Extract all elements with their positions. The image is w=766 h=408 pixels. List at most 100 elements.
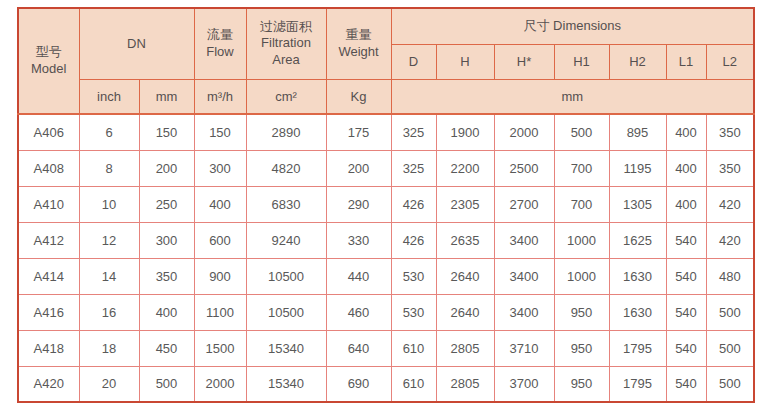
cell-dim-h: 2805: [436, 330, 494, 366]
cell-dim-h1: 1000: [554, 222, 609, 258]
cell-flow: 1100: [194, 294, 246, 330]
header-flow: 流量 Flow: [194, 8, 246, 79]
header-model: 型号 Model: [18, 8, 79, 114]
header-filtration-en-1: Filtration: [247, 35, 326, 52]
cell-dim-d: 426: [391, 186, 436, 222]
unit-mm: mm: [139, 79, 194, 114]
cell-dn-mm: 500: [139, 366, 194, 402]
table-header: 型号 Model DN 流量 Flow 过滤面积 Filtration Area…: [18, 8, 754, 114]
table-row: A416 16 400 1100 10500 460 530 2640 3400…: [18, 294, 754, 330]
cell-model: A410: [18, 186, 79, 222]
cell-weight: 290: [326, 186, 391, 222]
cell-dim-l2: 500: [706, 366, 754, 402]
cell-dim-h: 2640: [436, 294, 494, 330]
cell-dn-mm: 350: [139, 258, 194, 294]
header-weight-zh: 重量: [327, 27, 391, 44]
cell-dim-h1: 500: [554, 114, 609, 150]
table-row: A418 18 450 1500 15340 640 610 2805 3710…: [18, 330, 754, 366]
cell-dim-hstar: 2700: [494, 186, 554, 222]
cell-dim-l1: 540: [666, 330, 706, 366]
cell-dim-hstar: 3400: [494, 222, 554, 258]
cell-dn-mm: 150: [139, 114, 194, 150]
cell-model: A420: [18, 366, 79, 402]
cell-dim-h2: 1795: [609, 330, 666, 366]
cell-dim-h: 1900: [436, 114, 494, 150]
cell-model: A408: [18, 150, 79, 186]
cell-model: A416: [18, 294, 79, 330]
cell-weight: 200: [326, 150, 391, 186]
cell-dim-d: 325: [391, 114, 436, 150]
cell-area: 9240: [246, 222, 326, 258]
header-model-en: Model: [19, 61, 79, 78]
cell-dim-h1: 1000: [554, 258, 609, 294]
cell-dim-d: 426: [391, 222, 436, 258]
cell-dn-inch: 20: [79, 366, 139, 402]
cell-flow: 900: [194, 258, 246, 294]
unit-area: cm²: [246, 79, 326, 114]
cell-dim-d: 610: [391, 330, 436, 366]
cell-area: 4820: [246, 150, 326, 186]
cell-area: 6830: [246, 186, 326, 222]
cell-dim-h: 2305: [436, 186, 494, 222]
cell-dim-h: 2640: [436, 258, 494, 294]
cell-weight: 440: [326, 258, 391, 294]
cell-dim-h2: 895: [609, 114, 666, 150]
cell-weight: 640: [326, 330, 391, 366]
header-dim-d: D: [391, 44, 436, 79]
cell-dim-d: 530: [391, 294, 436, 330]
header-flow-zh: 流量: [195, 27, 246, 44]
table-row: A412 12 300 600 9240 330 426 2635 3400 1…: [18, 222, 754, 258]
cell-dim-hstar: 2500: [494, 150, 554, 186]
header-dim-l2: L2: [706, 44, 754, 79]
cell-dn-inch: 14: [79, 258, 139, 294]
cell-dn-inch: 10: [79, 186, 139, 222]
table-row: A420 20 500 2000 15340 690 610 2805 3700…: [18, 366, 754, 402]
cell-dn-mm: 250: [139, 186, 194, 222]
cell-dim-l2: 500: [706, 294, 754, 330]
cell-dim-h1: 700: [554, 186, 609, 222]
cell-dim-hstar: 3710: [494, 330, 554, 366]
cell-area: 10500: [246, 258, 326, 294]
header-filtration-zh: 过滤面积: [247, 19, 326, 36]
header-dim-h2: H2: [609, 44, 666, 79]
cell-model: A414: [18, 258, 79, 294]
cell-area: 15340: [246, 366, 326, 402]
spec-table-container: 型号 Model DN 流量 Flow 过滤面积 Filtration Area…: [17, 7, 755, 403]
cell-dim-l2: 420: [706, 222, 754, 258]
cell-dim-hstar: 3400: [494, 294, 554, 330]
cell-model: A412: [18, 222, 79, 258]
cell-dim-l2: 480: [706, 258, 754, 294]
cell-dn-inch: 18: [79, 330, 139, 366]
cell-flow: 2000: [194, 366, 246, 402]
cell-dim-h1: 700: [554, 150, 609, 186]
table-row: A410 10 250 400 6830 290 426 2305 2700 7…: [18, 186, 754, 222]
cell-dim-h: 2635: [436, 222, 494, 258]
cell-flow: 300: [194, 150, 246, 186]
table-row: A406 6 150 150 2890 175 325 1900 2000 50…: [18, 114, 754, 150]
cell-dn-mm: 200: [139, 150, 194, 186]
cell-dim-l1: 400: [666, 150, 706, 186]
cell-dim-h1: 950: [554, 330, 609, 366]
cell-dn-inch: 16: [79, 294, 139, 330]
cell-dn-inch: 12: [79, 222, 139, 258]
cell-dim-h1: 950: [554, 294, 609, 330]
cell-dim-l2: 420: [706, 186, 754, 222]
cell-dim-l2: 500: [706, 330, 754, 366]
header-dim-hstar: H*: [494, 44, 554, 79]
cell-weight: 330: [326, 222, 391, 258]
unit-dimensions: mm: [391, 79, 754, 114]
table-body: A406 6 150 150 2890 175 325 1900 2000 50…: [18, 114, 754, 402]
header-dim-h1: H1: [554, 44, 609, 79]
cell-dim-l1: 400: [666, 114, 706, 150]
cell-flow: 400: [194, 186, 246, 222]
cell-dim-l1: 540: [666, 222, 706, 258]
cell-model: A418: [18, 330, 79, 366]
header-filtration-en-2: Area: [247, 52, 326, 69]
cell-flow: 600: [194, 222, 246, 258]
cell-dn-mm: 450: [139, 330, 194, 366]
cell-dim-hstar: 3400: [494, 258, 554, 294]
cell-dim-l2: 350: [706, 150, 754, 186]
cell-flow: 1500: [194, 330, 246, 366]
cell-flow: 150: [194, 114, 246, 150]
cell-dim-l1: 400: [666, 186, 706, 222]
